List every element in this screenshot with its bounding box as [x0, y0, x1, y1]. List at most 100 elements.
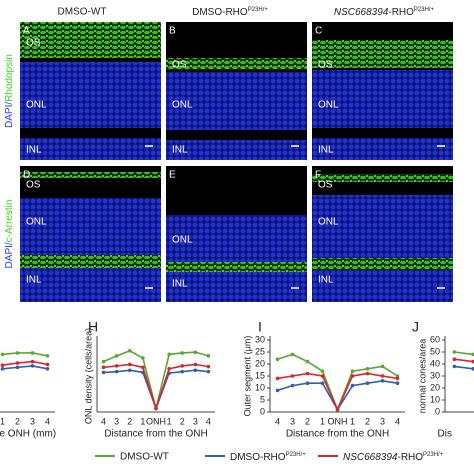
data-point — [320, 369, 325, 374]
stain-green — [166, 262, 307, 272]
data-point — [365, 371, 370, 376]
chart-label: H — [88, 319, 98, 335]
stain-nuclei — [166, 272, 307, 302]
x-tick-label: 2 — [305, 416, 310, 426]
layer-label: ONL — [318, 100, 339, 111]
data-point — [350, 369, 355, 374]
data-point — [320, 374, 325, 378]
y-tick-label: 15 — [255, 370, 265, 380]
data-point — [30, 351, 35, 355]
column-title: NSC668394-RHOP23H/+ — [334, 7, 435, 18]
data-point — [167, 352, 171, 357]
x-tick-label: 3 — [290, 416, 295, 426]
stain-green — [20, 172, 161, 178]
layer-label: ONL — [26, 100, 47, 111]
stain-nuclei — [166, 140, 307, 160]
layer-label: OS — [318, 60, 333, 71]
data-point — [395, 381, 400, 386]
data-point — [45, 367, 50, 371]
x-axis-label: he ONH (mm) — [0, 429, 56, 440]
series-line — [454, 358, 474, 363]
x-tick-label: 2 — [127, 416, 132, 426]
layer-label: ONL — [26, 217, 47, 228]
data-point — [45, 362, 50, 367]
data-point — [206, 369, 211, 374]
stain-nuclei — [20, 268, 161, 302]
layer-label: ONL — [318, 217, 339, 228]
data-point — [101, 370, 106, 375]
chart-label: I — [258, 319, 262, 335]
data-point — [305, 359, 310, 364]
data-point — [141, 365, 145, 370]
panel-label: F — [315, 170, 321, 181]
data-point — [180, 364, 185, 368]
data-point — [206, 364, 211, 369]
layer-label: OS — [26, 38, 41, 49]
data-point — [141, 356, 145, 360]
data-point — [290, 352, 295, 357]
data-point — [471, 352, 474, 357]
y-tick-label: 5 — [260, 394, 265, 404]
y-tick-label: 20 — [255, 358, 265, 368]
x-axis-label: Distance from the ONH — [286, 429, 389, 440]
data-point — [127, 368, 132, 373]
data-point — [471, 367, 474, 371]
data-point — [0, 363, 5, 368]
stain-green — [20, 255, 161, 268]
x-tick-label: 1 — [0, 416, 5, 426]
stain-nuclei — [20, 138, 161, 160]
data-point — [305, 371, 310, 376]
stain-nuclei — [312, 195, 453, 258]
data-point — [114, 369, 119, 374]
data-point — [395, 376, 400, 381]
panel-label: A — [23, 26, 30, 37]
y-tick-label: 20 — [430, 382, 440, 392]
data-point — [180, 351, 185, 355]
x-tick-label: 2 — [365, 416, 370, 426]
layer-label: INL — [318, 275, 334, 286]
y-tick-label: 0 — [260, 406, 265, 416]
data-point — [15, 361, 20, 365]
data-point — [380, 364, 385, 369]
legend-label: DMSO-RHOP23H/+ — [230, 452, 306, 463]
panel-label: C — [315, 26, 322, 37]
layer-label: INL — [26, 275, 42, 286]
x-tick-label: 3 — [193, 416, 198, 426]
data-point — [30, 359, 35, 364]
x-tick-label: 4 — [275, 416, 280, 426]
y-tick-label: 10 — [430, 394, 440, 404]
stain-green — [312, 174, 453, 182]
layer-label: INL — [172, 145, 188, 156]
y-tick-label: 25 — [255, 346, 265, 356]
x-tick-label: 1 — [320, 416, 325, 426]
x-tick-label: 3 — [114, 416, 119, 426]
y-tick-label: 60 — [430, 334, 440, 344]
x-tick-label: 1 — [140, 416, 145, 426]
stain-nuclei — [312, 138, 453, 160]
data-point — [127, 349, 132, 353]
data-point — [350, 383, 355, 388]
data-point — [471, 359, 474, 364]
layer-label: ONL — [172, 100, 193, 111]
stain-nuclei — [20, 62, 161, 128]
stain-nuclei — [166, 215, 307, 262]
data-point — [167, 367, 171, 371]
data-point — [365, 381, 370, 386]
x-tick-label: 3 — [30, 416, 35, 426]
stain-green — [312, 258, 453, 270]
data-point — [101, 359, 106, 364]
data-point — [275, 357, 280, 362]
layer-label: OS — [172, 60, 187, 71]
data-point — [335, 407, 340, 412]
data-point — [101, 365, 106, 370]
y-tick-label: 0 — [435, 406, 440, 416]
data-point — [290, 383, 295, 388]
data-point — [350, 374, 355, 378]
data-point — [114, 364, 119, 368]
y-tick-label: 40 — [430, 358, 440, 368]
series-line — [277, 379, 398, 412]
data-point — [154, 406, 158, 411]
data-point — [15, 351, 20, 355]
data-point — [0, 367, 5, 371]
data-point — [30, 364, 35, 368]
